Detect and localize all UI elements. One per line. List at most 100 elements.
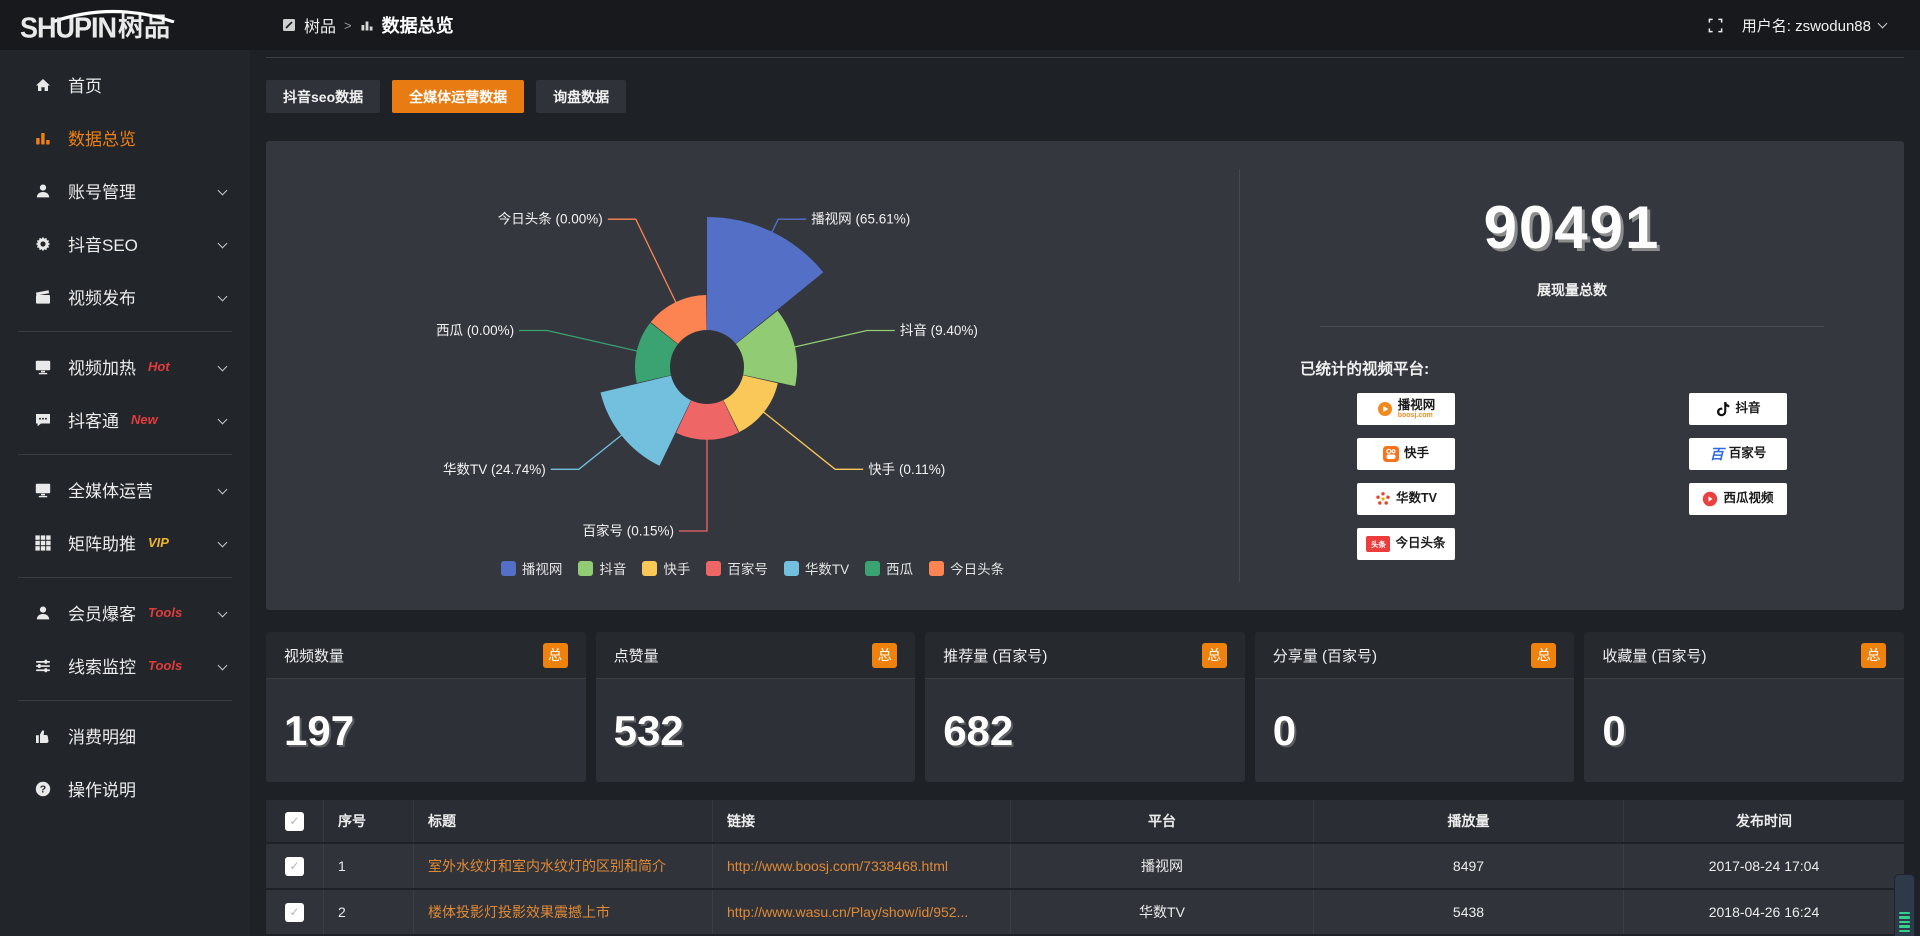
fullscreen-icon[interactable] xyxy=(1707,17,1724,34)
pie-label-line xyxy=(607,218,678,305)
sidebar-item-7[interactable]: 抖客通 New xyxy=(0,393,250,446)
stat-card-title: 点赞量 xyxy=(613,647,659,665)
sidebar-divider xyxy=(18,454,232,455)
table-header-cell: 链接 xyxy=(712,800,1010,842)
sidebar-item-label: 抖客通 xyxy=(68,412,119,431)
stat-card-3: 推荐量 (百家号) 总 682 xyxy=(925,632,1245,782)
chevron-down-icon xyxy=(217,607,228,618)
pie-label: 抖音 (9.40%) xyxy=(900,322,978,338)
pie-label: 百家号 (0.15%) xyxy=(582,523,674,539)
chevron-down-icon xyxy=(217,537,228,548)
legend-item-西瓜[interactable]: 西瓜 xyxy=(865,558,913,578)
pie-label-line xyxy=(770,218,807,234)
sidebar-item-11[interactable]: 线索监控 Tools xyxy=(0,639,250,692)
question-icon: ? xyxy=(34,780,52,798)
legend-label: 西瓜 xyxy=(886,562,914,577)
scroll-widget[interactable] xyxy=(1894,874,1915,936)
platform-badge-wasu[interactable]: 华数TV xyxy=(1357,483,1455,515)
pie-slice-播视网[interactable] xyxy=(707,217,824,367)
sidebar-divider xyxy=(18,331,232,332)
stat-card-body: 0 xyxy=(1254,679,1575,782)
total-badge[interactable]: 总 xyxy=(1531,642,1557,668)
overview-panel: 播视网 (65.61%) 抖音 (9.40%) 快手 (0.11%) 百家号 (0.1… xyxy=(266,141,1904,610)
pie-label-line xyxy=(761,410,864,470)
chevron-down-icon xyxy=(217,291,228,302)
sidebar-item-8[interactable]: 全媒体运营 xyxy=(0,463,250,516)
cell-link[interactable]: http://www.wasu.cn/Play/show/id/952... xyxy=(712,890,1010,934)
row-checkbox[interactable] xyxy=(285,902,304,922)
breadcrumb-root[interactable]: 树品 xyxy=(304,19,337,36)
stat-card-header: 分享量 (百家号) 总 xyxy=(1254,632,1575,679)
platform-badge-kuaishou[interactable]: 快手 xyxy=(1357,438,1455,470)
sidebar-item-4[interactable]: 抖音SEO xyxy=(0,217,250,270)
table-header-cell: 平台 xyxy=(1010,800,1313,842)
app-logo: SHUPIN 树品 xyxy=(0,7,250,44)
legend-item-播视网[interactable]: 播视网 xyxy=(500,558,562,578)
platform-badge-douyin[interactable]: 抖音 xyxy=(1689,393,1787,425)
cell-index: 1 xyxy=(323,844,413,888)
boosj-icon xyxy=(1377,401,1393,417)
platform-badge-baijiahao[interactable]: 百百家号 xyxy=(1689,438,1787,470)
platform-name: 快手 xyxy=(1403,446,1429,461)
platform-name: 华数TV xyxy=(1396,491,1437,506)
stat-card-1: 视频数量 总 197 xyxy=(266,632,586,782)
row-select-cell xyxy=(266,890,323,934)
sidebar-item-9[interactable]: 矩阵助推 VIP xyxy=(0,516,250,569)
stat-card-4: 分享量 (百家号) 总 0 xyxy=(1254,632,1575,782)
cell-time: 2017-08-24 17:04 xyxy=(1623,844,1904,888)
platform-badge-xigua[interactable]: 西瓜视频 xyxy=(1689,483,1787,515)
baijiahao-icon: 百 xyxy=(1709,446,1724,462)
platform-name: 百家号 xyxy=(1728,446,1767,461)
legend-label: 华数TV xyxy=(804,562,850,577)
sidebar-item-2[interactable]: 数据总览 xyxy=(0,111,250,164)
tab-2[interactable]: 全媒体运营数据 xyxy=(392,80,525,113)
pie-label: 今日头条 (0.00%) xyxy=(498,211,603,227)
platform-name: 播视网 xyxy=(1397,397,1436,412)
sidebar-item-12[interactable]: 消费明细 xyxy=(0,709,250,762)
sidebar-item-label: 矩阵助推 xyxy=(68,535,136,554)
total-badge[interactable]: 总 xyxy=(1201,642,1227,668)
display-icon xyxy=(34,481,52,499)
select-all-checkbox[interactable] xyxy=(285,811,304,831)
pie-hole xyxy=(670,330,744,404)
platform-name: 今日头条 xyxy=(1395,536,1446,551)
cell-title[interactable]: 楼体投影灯投影效果震撼上市 xyxy=(413,890,712,934)
platform-badge-boosj[interactable]: 播视网 boosj.com xyxy=(1357,393,1455,425)
row-checkbox[interactable] xyxy=(285,856,304,876)
legend-item-快手[interactable]: 快手 xyxy=(642,558,690,578)
platform-badge-toutiao[interactable]: 头条 今日头条 xyxy=(1357,528,1455,560)
total-badge[interactable]: 总 xyxy=(1860,642,1886,668)
cell-title[interactable]: 室外水纹灯和室内水纹灯的区别和简介 xyxy=(413,844,712,888)
cell-link[interactable]: http://www.boosj.com/7338468.html xyxy=(712,844,1010,888)
xigua-icon xyxy=(1702,491,1718,507)
total-badge[interactable]: 总 xyxy=(542,642,568,668)
sidebar-item-label: 线索监控 xyxy=(68,658,136,677)
gear-icon xyxy=(34,235,52,253)
summary-divider xyxy=(1320,326,1824,327)
legend-item-抖音[interactable]: 抖音 xyxy=(578,558,626,578)
sidebar-item-5[interactable]: 视频发布 xyxy=(0,270,250,323)
tab-1[interactable]: 抖音seo数据 xyxy=(266,80,381,113)
stat-card-5: 收藏量 (百家号) 总 0 xyxy=(1584,632,1904,782)
sidebar-item-1[interactable]: 首页 xyxy=(0,58,250,111)
cell-time: 2018-04-26 16:24 xyxy=(1623,890,1904,934)
chevron-down-icon xyxy=(217,414,228,425)
tab-3[interactable]: 询盘数据 xyxy=(536,80,627,113)
stat-card-value: 0 xyxy=(1602,706,1626,754)
summary-panel: 90491 展现量总数 已统计的视频平台: 播视网 boosj.com 快手 华数TV… xyxy=(1240,141,1904,610)
legend-item-今日头条[interactable]: 今日头条 xyxy=(929,558,1004,578)
sidebar-item-13[interactable]: ? 操作说明 xyxy=(0,762,250,815)
logo-arc xyxy=(51,9,175,23)
sidebar-item-3[interactable]: 账号管理 xyxy=(0,164,250,217)
sidebar-item-tag: New xyxy=(131,412,158,427)
platform-pie-chart: 播视网 (65.61%) 抖音 (9.40%) 快手 (0.11%) 百家号 (0.1… xyxy=(266,141,1239,610)
legend-item-华数TV[interactable]: 华数TV xyxy=(783,558,850,578)
sidebar-divider xyxy=(18,577,232,578)
total-badge[interactable]: 总 xyxy=(872,642,898,668)
legend-item-百家号[interactable]: 百家号 xyxy=(706,558,768,578)
sidebar-item-6[interactable]: 视频加热 Hot xyxy=(0,340,250,393)
user-menu[interactable]: 用户名: zswodun88 xyxy=(1742,15,1888,36)
clapper-icon xyxy=(34,288,52,306)
stat-card-header: 推荐量 (百家号) 总 xyxy=(925,632,1245,679)
sidebar-item-10[interactable]: 会员爆客 Tools xyxy=(0,586,250,639)
